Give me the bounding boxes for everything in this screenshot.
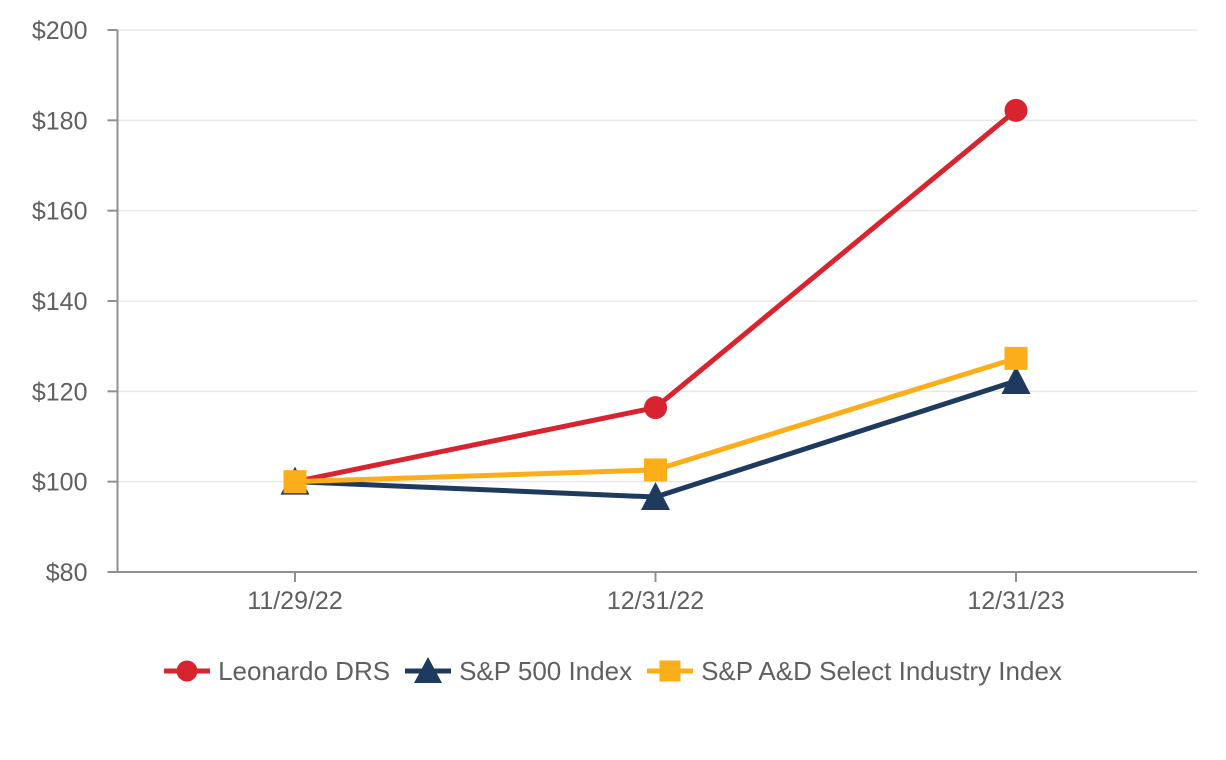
y-tick-label: $80 [46,559,88,587]
square-marker-icon [1004,346,1028,370]
y-tick-label: $180 [32,107,88,135]
series-line-leonardo-drs [294,108,1018,485]
legend-label: Leonardo DRS [218,655,391,686]
legend-item-sp500-index: S&P 500 Index [405,654,632,688]
circle-marker-shape [176,660,198,682]
square-marker-shape [659,660,681,682]
triangle-marker-icon [1001,365,1031,394]
y-tick-label: $160 [32,198,88,226]
series-leonardo-drs [283,98,1028,494]
x-tick-label: 11/29/22 [247,587,342,615]
x-tick-label: 12/31/22 [607,587,704,615]
y-tick-label: $140 [32,288,88,316]
square-marker-icon [283,470,307,494]
x-tick-label: 12/31/23 [967,587,1064,615]
chart-legend: Leonardo DRS S&P 500 Index S&P A&D Selec… [0,654,1226,688]
chart-canvas: $80 $100 $120 $140 $160 $180 $200 11/29/22 12/31… [32,17,1197,615]
triangle-marker-icon [405,657,452,683]
legend-label: S&P 500 Index [459,655,633,686]
y-tick-label: $100 [32,469,88,497]
square-marker-icon [647,660,694,682]
y-tick-label: $120 [32,378,88,406]
circle-marker-icon [1004,98,1028,122]
y-tick-label: $200 [32,17,88,45]
circle-marker-icon [164,660,211,682]
series-s-p-a-d-select-industry-index [283,346,1028,494]
legend-item-leonardo-drs: Leonardo DRS [164,654,390,688]
triangle-marker-shape [414,657,443,683]
triangle-marker-icon [641,482,670,511]
legend-item-sp-ad-select-industry-index: S&P A&D Select Industry Index [647,654,1062,688]
square-marker-icon [644,458,667,482]
circle-marker-icon [644,396,667,420]
legend-label: S&P A&D Select Industry Index [701,655,1062,686]
